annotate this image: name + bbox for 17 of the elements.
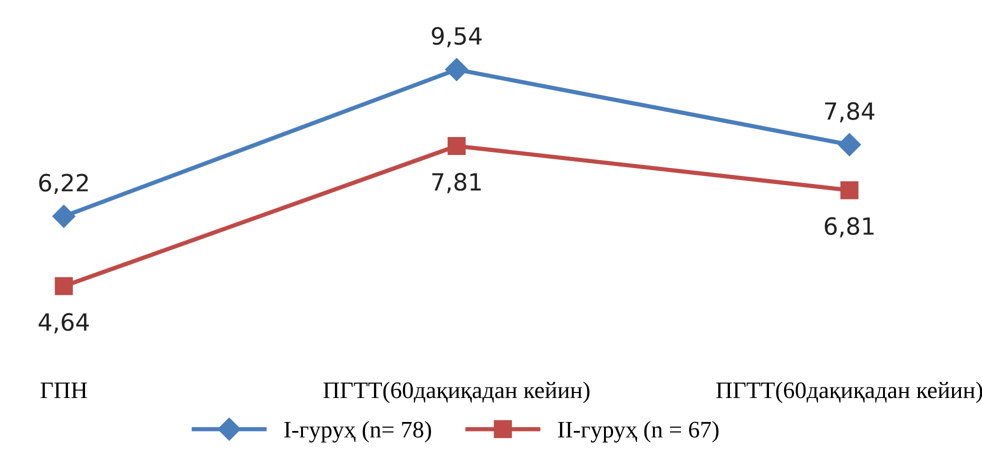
data-label: 6,22 [39, 174, 88, 194]
point [448, 136, 466, 156]
point [445, 58, 468, 82]
data-label: 6,81 [824, 217, 874, 238]
point [838, 133, 861, 156]
point [54, 277, 73, 296]
data-label: 4,64 [38, 313, 89, 334]
data-label: 7,84 [825, 102, 874, 122]
x-tick-label: ПГТТ(60дақиқадан кейин) [716, 382, 982, 404]
point [840, 181, 858, 200]
point [52, 204, 76, 228]
x-tick-label: ПГТТ(60дақиқадан кейин) [323, 382, 590, 404]
data-label: 9,54 [432, 27, 482, 48]
legend-label: I-гуруҳ (n= 78) [284, 421, 432, 443]
legend-label: II-гуруҳ (n = 67) [558, 421, 718, 443]
data-label: 7,81 [432, 172, 481, 194]
x-tick-label: ГПН [40, 382, 88, 398]
